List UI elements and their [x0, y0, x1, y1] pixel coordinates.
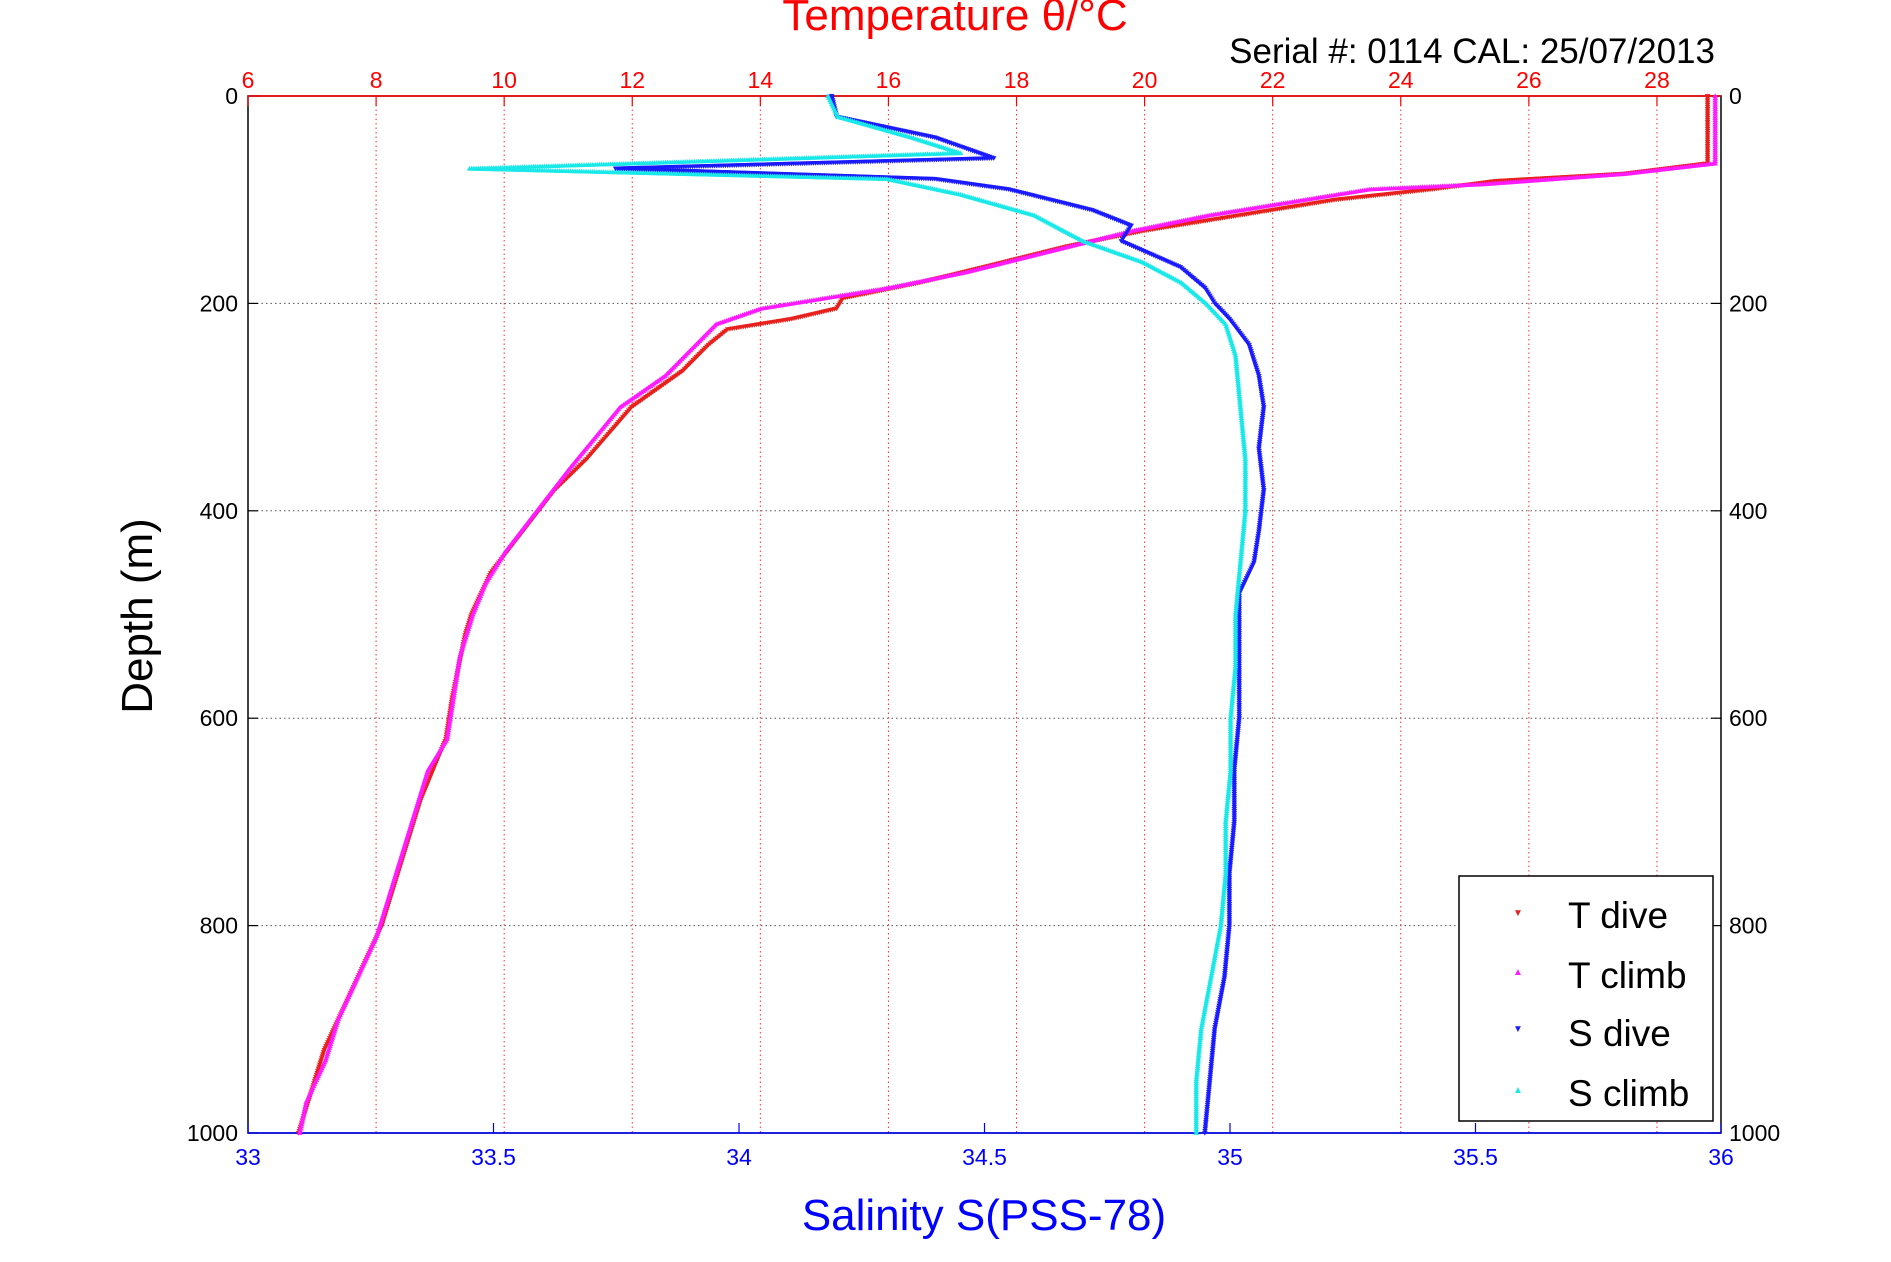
depth-tick-label-right: 1000 — [1729, 1120, 1780, 1146]
depth-tick-label-right: 0 — [1729, 83, 1742, 109]
data-layer — [295, 93, 1719, 1136]
legend-label-s-dive: S dive — [1568, 1013, 1671, 1054]
data-point — [296, 1130, 303, 1135]
depth-tick-label-left: 400 — [200, 498, 238, 524]
temperature-tick-label: 10 — [491, 67, 517, 93]
legend-label-t-dive: T dive — [1568, 895, 1668, 936]
temperature-tick-label: 22 — [1260, 67, 1286, 93]
temperature-tick-label: 16 — [876, 67, 902, 93]
salinity-tick-label: 33.5 — [471, 1144, 516, 1170]
salinity-tick-label: 35 — [1217, 1144, 1243, 1170]
chart-title: Temperature θ/°C — [782, 0, 1127, 40]
axis-ticks: 0 0 200 200 400 400 600 600 800 800 1000 1000 6 8 10 12… — [187, 67, 1780, 1170]
depth-tick-label-left: 600 — [200, 705, 238, 731]
salinity-tick-label: 34 — [726, 1144, 752, 1170]
legend-label-t-climb: T climb — [1568, 955, 1687, 996]
chart-subtitle: Serial #: 0114 CAL: 25/07/2013 — [1229, 32, 1715, 71]
temperature-tick-label: 20 — [1132, 67, 1158, 93]
salinity-tick-label: 34.5 — [962, 1144, 1007, 1170]
legend: ▼ T dive ▲ T climb ▼ S dive ▲ S climb — [1458, 875, 1714, 1122]
legend-marker-t-dive: ▼ — [1513, 908, 1523, 919]
salinity-tick-label: 33 — [235, 1144, 261, 1170]
y-axis-label: Depth (m) — [113, 518, 162, 714]
depth-tick-label-right: 200 — [1729, 290, 1767, 316]
salinity-tick-label: 35.5 — [1453, 1144, 1498, 1170]
depth-tick-label-left: 200 — [200, 290, 238, 316]
x-axis-label: Salinity S(PSS-78) — [802, 1191, 1166, 1240]
temperature-tick-label: 26 — [1516, 67, 1542, 93]
depth-tick-label-left: 0 — [225, 83, 238, 109]
temperature-tick-label: 28 — [1644, 67, 1670, 93]
temperature-tick-label: 14 — [748, 67, 774, 93]
temperature-tick-label: 8 — [370, 67, 383, 93]
legend-label-s-climb: S climb — [1568, 1073, 1689, 1114]
depth-tick-label-right: 800 — [1729, 913, 1767, 939]
series-s-dive — [612, 94, 1267, 1136]
series-t-climb — [296, 93, 1719, 1135]
legend-marker-s-dive: ▼ — [1513, 1024, 1523, 1035]
salinity-tick-label: 36 — [1708, 1144, 1734, 1170]
depth-tick-label-left: 1000 — [187, 1120, 238, 1146]
temperature-tick-label: 6 — [242, 67, 255, 93]
depth-tick-label-right: 600 — [1729, 705, 1767, 731]
legend-marker-s-climb: ▲ — [1513, 1085, 1523, 1096]
temperature-tick-label: 24 — [1388, 67, 1414, 93]
depth-tick-label-right: 400 — [1729, 498, 1767, 524]
legend-marker-t-climb: ▲ — [1513, 967, 1523, 978]
temperature-tick-label: 12 — [619, 67, 645, 93]
temperature-tick-label: 18 — [1004, 67, 1030, 93]
depth-tick-label-left: 800 — [200, 913, 238, 939]
